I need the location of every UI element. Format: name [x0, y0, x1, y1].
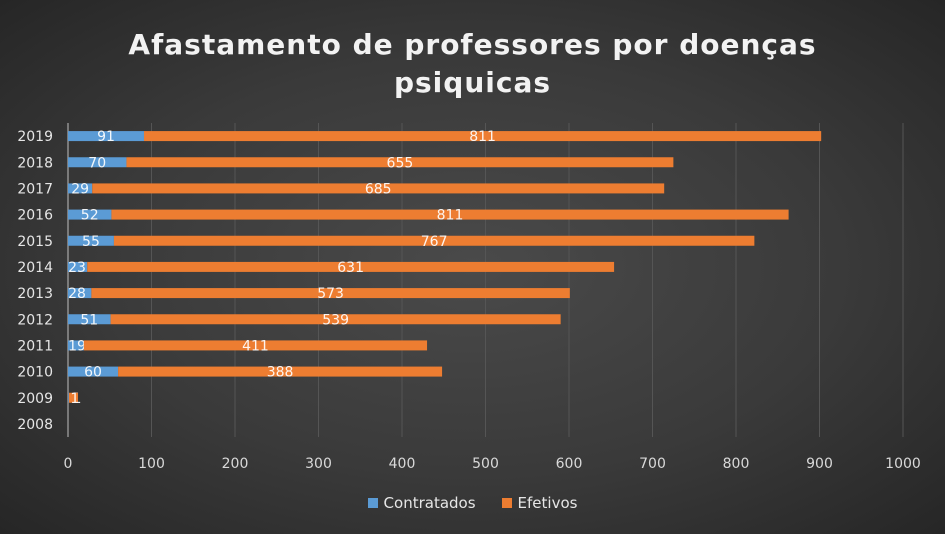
legend-item-contratados: Contratados — [367, 494, 476, 512]
y-tick-label-2013: 2013 — [17, 286, 53, 302]
bar-contratados-2011 — [68, 340, 84, 351]
y-tick-label-2019: 2019 — [17, 129, 53, 145]
data-label-contratados-2012: 51 — [80, 312, 98, 328]
data-label-contratados-2010: 60 — [84, 365, 102, 381]
data-label-efetivos-2017: 685 — [365, 181, 392, 197]
y-tick-label-2016: 2016 — [17, 208, 53, 224]
bar-efetivos-2009 — [68, 392, 79, 403]
data-label-contratados-2016: 52 — [81, 208, 99, 224]
bar-contratados-2009 — [68, 392, 69, 403]
data-label-efetivos-2013: 573 — [317, 286, 344, 302]
y-tick-label-2017: 2017 — [17, 181, 53, 197]
data-label-contratados-2011: 19 — [68, 338, 86, 354]
y-tick-label-2012: 2012 — [17, 312, 53, 328]
legend-label-efetivos: Efetivos — [517, 494, 578, 512]
bar-contratados-2018 — [68, 157, 127, 168]
bar-efetivos-2019 — [143, 131, 822, 142]
data-label-contratados-2017: 29 — [71, 181, 89, 197]
x-tick-label-900: 900 — [806, 456, 833, 472]
data-label-contratados-2018: 70 — [88, 155, 106, 171]
data-label-contratados-2013: 28 — [68, 286, 86, 302]
legend: Contratados Efetivos — [0, 494, 945, 512]
x-tick-label-300: 300 — [305, 456, 332, 472]
data-label-contratados-2019: 91 — [97, 129, 115, 145]
y-tick-label-2010: 2010 — [17, 365, 53, 381]
bar-efetivos-2015 — [113, 235, 755, 246]
y-tick-label-2011: 2011 — [17, 338, 53, 354]
x-tick-label-400: 400 — [389, 456, 416, 472]
bar-contratados-2017 — [68, 183, 93, 194]
bar-contratados-2014 — [68, 261, 88, 272]
data-label-efetivos-2014: 631 — [337, 260, 364, 276]
bar-efetivos-2017 — [92, 183, 665, 194]
bar-efetivos-2018 — [126, 157, 674, 168]
chart-title: Afastamento de professores por doenças p… — [0, 26, 945, 102]
bar-contratados-2010 — [68, 366, 119, 377]
y-tick-label-2008: 2008 — [17, 417, 53, 433]
x-tick-label-1000: 1000 — [885, 456, 921, 472]
x-tick-label-800: 800 — [723, 456, 750, 472]
data-label-efetivos-2015: 767 — [421, 234, 448, 250]
data-label-efetivos-2018: 655 — [387, 155, 414, 171]
data-label-efetivos-2019: 811 — [469, 129, 496, 145]
bar-efetivos-2013 — [91, 288, 570, 299]
x-tick-label-600: 600 — [556, 456, 583, 472]
y-tick-label-2015: 2015 — [17, 234, 53, 250]
bar-contratados-2012 — [68, 314, 111, 325]
y-tick-label-2014: 2014 — [17, 260, 53, 276]
chart-title-line-1: Afastamento de professores por doenças — [128, 28, 817, 61]
data-label-efetivos-2009: 1 — [70, 391, 79, 407]
legend-item-efetivos: Efetivos — [501, 494, 578, 512]
legend-label-contratados: Contratados — [383, 494, 476, 512]
x-tick-label-500: 500 — [472, 456, 499, 472]
x-tick-label-700: 700 — [639, 456, 666, 472]
x-tick-label-200: 200 — [222, 456, 249, 472]
bar-contratados-2016 — [68, 209, 112, 220]
bar-contratados-2015 — [68, 235, 114, 246]
x-tick-label-0: 0 — [64, 456, 73, 472]
bar-contratados-2013 — [68, 288, 92, 299]
data-label-contratados-2014: 23 — [68, 260, 86, 276]
data-label-contratados-2015: 55 — [82, 234, 100, 250]
legend-swatch-contratados — [367, 498, 378, 508]
chart-title-line-2: psiquicas — [393, 66, 552, 99]
bar-efetivos-2016 — [111, 209, 789, 220]
bar-efetivos-2010 — [118, 366, 443, 377]
bar-contratados-2019 — [68, 131, 144, 142]
data-label-efetivos-2010: 388 — [267, 365, 294, 381]
y-tick-label-2018: 2018 — [17, 155, 53, 171]
legend-swatch-efetivos — [501, 498, 512, 508]
data-label-efetivos-2016: 811 — [437, 208, 464, 224]
x-tick-label-100: 100 — [138, 456, 165, 472]
bar-efetivos-2014 — [87, 261, 615, 272]
bar-efetivos-2011 — [83, 340, 428, 351]
data-label-efetivos-2011: 411 — [242, 338, 269, 354]
bar-efetivos-2012 — [110, 314, 561, 325]
y-tick-label-2009: 2009 — [17, 391, 53, 407]
data-label-efetivos-2012: 539 — [322, 312, 349, 328]
